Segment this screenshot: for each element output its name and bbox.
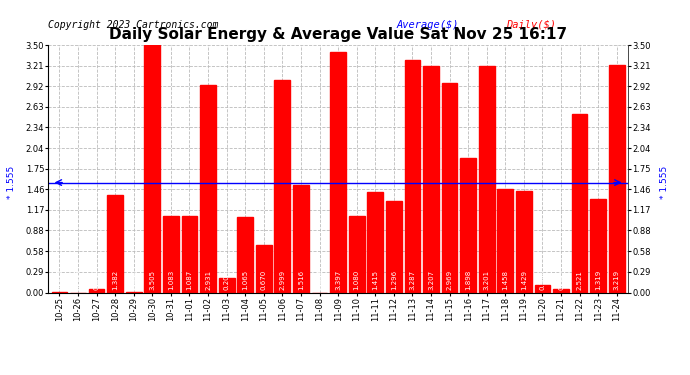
Text: 0.000: 0.000 <box>317 270 322 290</box>
Bar <box>609 65 624 292</box>
Text: 1.080: 1.080 <box>354 270 359 290</box>
Text: 0.002: 0.002 <box>130 270 137 290</box>
Title: Daily Solar Energy & Average Value Sat Nov 25 16:17: Daily Solar Energy & Average Value Sat N… <box>109 27 567 42</box>
Bar <box>293 185 309 292</box>
Bar <box>404 60 420 292</box>
Bar <box>442 82 457 292</box>
Bar <box>237 217 253 292</box>
Bar <box>572 114 587 292</box>
Text: 0.204: 0.204 <box>224 270 230 290</box>
Text: 3.397: 3.397 <box>335 270 341 290</box>
Bar <box>163 216 179 292</box>
Text: 1.296: 1.296 <box>391 270 397 290</box>
Bar <box>497 189 513 292</box>
Text: 1.458: 1.458 <box>502 270 509 290</box>
Text: 1.516: 1.516 <box>298 270 304 290</box>
Bar <box>275 80 290 292</box>
Text: 1.415: 1.415 <box>372 270 378 290</box>
Bar <box>331 52 346 292</box>
Text: 0.670: 0.670 <box>261 270 267 290</box>
Text: 3.219: 3.219 <box>613 270 620 290</box>
Text: 1.087: 1.087 <box>186 270 193 290</box>
Bar <box>367 192 383 292</box>
Text: 0.112: 0.112 <box>540 270 546 290</box>
Bar <box>386 201 402 292</box>
Bar <box>256 245 272 292</box>
Bar <box>590 199 606 292</box>
Text: Average($): Average($) <box>396 20 459 30</box>
Bar <box>479 66 495 292</box>
Bar <box>200 85 216 292</box>
Text: 3.505: 3.505 <box>149 270 155 290</box>
Text: 2.969: 2.969 <box>446 270 453 290</box>
Text: Copyright 2023 Cartronics.com: Copyright 2023 Cartronics.com <box>48 20 219 30</box>
Text: 0.049: 0.049 <box>558 270 564 290</box>
Bar <box>553 289 569 292</box>
Bar <box>460 158 476 292</box>
Bar <box>144 45 160 292</box>
Bar <box>107 195 123 292</box>
Text: 0.000: 0.000 <box>75 270 81 290</box>
Text: 3.207: 3.207 <box>428 270 434 290</box>
Text: 1.382: 1.382 <box>112 270 118 290</box>
Text: 1.065: 1.065 <box>242 270 248 290</box>
Bar <box>348 216 364 292</box>
Text: 3.287: 3.287 <box>409 270 415 290</box>
Bar <box>181 216 197 292</box>
Text: 2.521: 2.521 <box>577 270 582 290</box>
Text: 0.009: 0.009 <box>57 270 63 290</box>
Bar <box>423 66 439 292</box>
Text: 2.931: 2.931 <box>205 270 211 290</box>
Text: 1.319: 1.319 <box>595 270 601 290</box>
Bar <box>89 290 104 292</box>
Text: * 1.555: * 1.555 <box>660 166 669 199</box>
Text: Daily($): Daily($) <box>506 20 556 30</box>
Bar <box>516 192 532 292</box>
Text: 1.429: 1.429 <box>521 270 527 290</box>
Text: * 1.555: * 1.555 <box>8 166 17 199</box>
Bar <box>535 285 551 292</box>
Text: 1.083: 1.083 <box>168 270 174 290</box>
Text: 0.043: 0.043 <box>94 270 99 290</box>
Text: 2.999: 2.999 <box>279 270 286 290</box>
Text: 1.898: 1.898 <box>465 270 471 290</box>
Bar <box>219 278 235 292</box>
Text: 3.201: 3.201 <box>484 270 490 290</box>
